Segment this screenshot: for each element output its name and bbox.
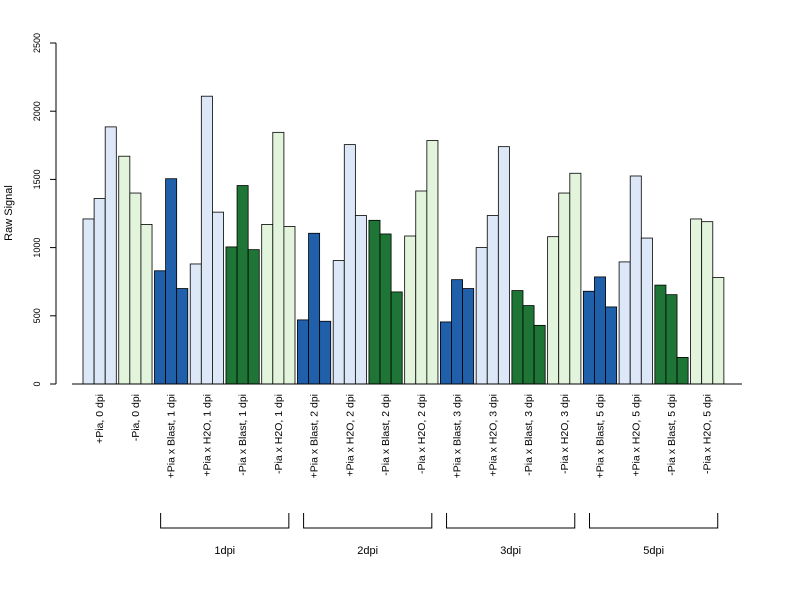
bar (665, 294, 678, 385)
bar (332, 260, 345, 385)
bar (701, 221, 714, 385)
bar (200, 95, 213, 385)
bar (629, 175, 642, 385)
bar (404, 235, 417, 385)
group-label: 5dpi (643, 545, 664, 557)
x-tick-label: +Pia x H2O, 1 dpi (201, 394, 213, 477)
bar (390, 291, 403, 385)
bar (462, 288, 475, 385)
bar (93, 198, 106, 385)
bar (104, 126, 117, 385)
bar (618, 261, 631, 385)
x-tick-label: +Pia x Blast, 3 dpi (452, 394, 464, 478)
group-bracket (589, 513, 719, 529)
x-tick-label: -Pia x H2O, 3 dpi (559, 394, 571, 474)
bar (154, 270, 166, 385)
bar (426, 140, 439, 385)
y-tick-label: 1500 (32, 169, 42, 189)
group-label: 2dpi (357, 545, 378, 557)
bar (605, 306, 618, 385)
bar (558, 192, 571, 385)
bar (654, 284, 667, 385)
group-label: 1dpi (214, 545, 235, 557)
bar (261, 224, 274, 385)
bar (354, 215, 367, 385)
bar (225, 246, 238, 385)
group-bracket (446, 513, 576, 529)
bar (439, 321, 452, 385)
bar (475, 247, 488, 385)
bar (272, 131, 285, 385)
bar (712, 277, 725, 385)
bar (247, 249, 260, 385)
bar (297, 319, 309, 385)
bar (129, 192, 142, 385)
bar (379, 233, 392, 385)
y-tick-label: 2000 (32, 101, 42, 121)
x-tick-label: -Pia x Blast, 2 dpi (380, 394, 392, 476)
bar (176, 288, 189, 385)
x-tick-label: +Pia x Blast, 1 dpi (166, 394, 178, 478)
x-tick-label: -Pia, 0 dpi (130, 394, 142, 441)
group-label: 3dpi (500, 545, 521, 557)
y-tick-label: 0 (32, 381, 42, 386)
y-axis-title: Raw Signal (3, 185, 15, 241)
x-tick-label: +Pia x H2O, 5 dpi (630, 394, 642, 477)
bar (415, 190, 428, 385)
y-tick-label: 500 (32, 308, 42, 323)
bar (676, 357, 689, 385)
y-axis: 0 500 1000 1500 2000 2500 (32, 33, 57, 387)
bar (497, 146, 510, 385)
x-tick-label: -Pia x Blast, 3 dpi (523, 394, 535, 476)
x-tick-label: +Pia x Blast, 5 dpi (595, 394, 607, 478)
x-tick-label: -Pia x H2O, 1 dpi (273, 394, 285, 474)
bar (82, 218, 95, 385)
y-tick-label: 1000 (32, 238, 42, 258)
bar (236, 185, 249, 385)
group-brackets: 1dpi 2dpi 3dpi 5dpi (160, 513, 719, 557)
x-tick-label: +Pia x H2O, 2 dpi (344, 394, 356, 477)
bar (522, 305, 535, 385)
bar (569, 172, 582, 385)
bar (368, 219, 381, 385)
bar (511, 290, 524, 385)
bar (640, 237, 653, 385)
bar (594, 276, 606, 385)
bar (308, 232, 321, 385)
bar (486, 215, 499, 385)
bar (343, 144, 356, 385)
x-tick-label: -Pia x Blast, 1 dpi (237, 394, 249, 476)
bar (189, 263, 202, 385)
bar (533, 324, 546, 385)
x-tick-label: +Pia x Blast, 2 dpi (309, 394, 321, 478)
x-tick-label: -Pia x H2O, 2 dpi (416, 394, 428, 474)
x-tick-label: -Pia x Blast, 5 dpi (666, 394, 678, 476)
bar (212, 211, 224, 385)
bar (319, 320, 332, 385)
bar (118, 155, 131, 385)
bar (140, 224, 153, 385)
bar (283, 226, 296, 385)
x-tick-label: +Pia x H2O, 3 dpi (487, 394, 499, 477)
bars (82, 95, 725, 385)
bar (690, 218, 703, 385)
bar (582, 290, 595, 385)
x-tick-label: -Pia x H2O, 5 dpi (702, 394, 714, 474)
x-tick-label: +Pia, 0 dpi (94, 394, 106, 444)
bar (547, 236, 560, 385)
category-labels: +Pia, 0 dpi -Pia, 0 dpi +Pia x Blast, 1 dp… (94, 394, 714, 478)
group-bracket (160, 513, 290, 529)
y-tick-label: 2500 (32, 33, 42, 53)
group-bracket (303, 513, 433, 529)
bar (451, 279, 464, 385)
bar (165, 178, 178, 385)
